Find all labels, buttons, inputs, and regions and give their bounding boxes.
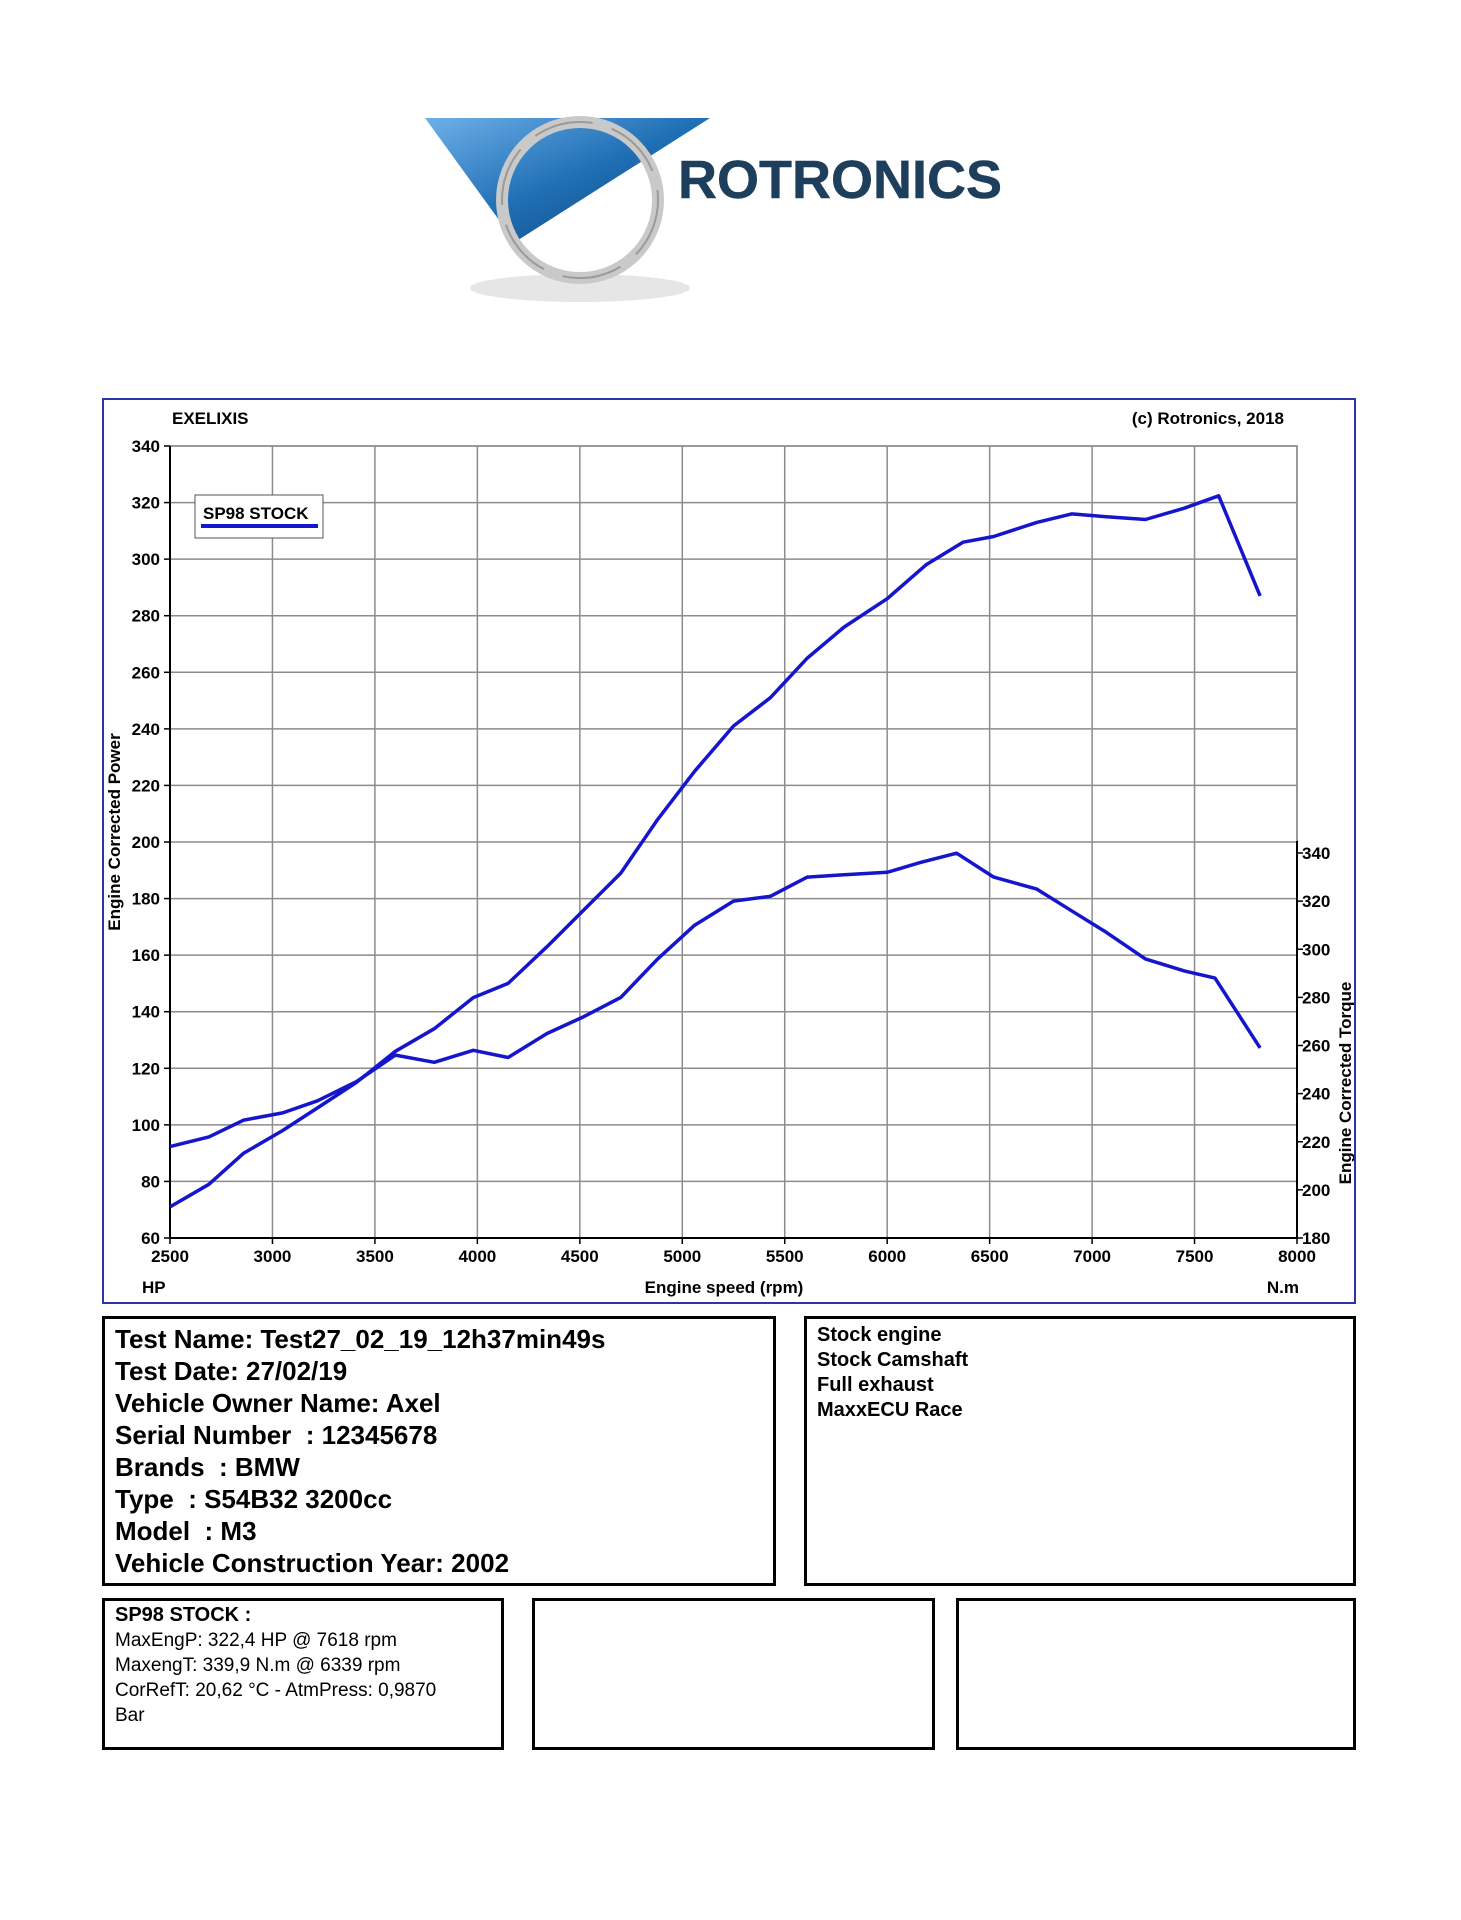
x-unit-left: HP — [142, 1278, 166, 1297]
y-tick-label-left: 220 — [132, 776, 160, 795]
y-tick-label-left: 300 — [132, 550, 160, 569]
summary-max-power: MaxEngP: 322,4 HP @ 7618 rpm — [115, 1630, 397, 1651]
y-tick-label-left: 200 — [132, 833, 160, 852]
chart-header-right: (c) Rotronics, 2018 — [1132, 409, 1284, 428]
x-tick-label: 7500 — [1176, 1247, 1214, 1266]
legend-label: SP98 STOCK — [203, 504, 309, 523]
logo-text: ROTRONICS — [678, 150, 1002, 210]
y-tick-label-left: 140 — [132, 1003, 160, 1022]
note-line: Full exhaust — [817, 1374, 934, 1396]
test-name: Test Name: Test27_02_19_12h37min49s — [115, 1324, 606, 1354]
x-tick-label: 3000 — [254, 1247, 292, 1266]
y-tick-label-right: 200 — [1302, 1181, 1330, 1200]
y-tick-label-left: 100 — [132, 1116, 160, 1135]
brand: Brands : BMW — [115, 1452, 300, 1482]
y-tick-label-right: 300 — [1302, 940, 1330, 959]
test-date: Test Date: 27/02/19 — [115, 1356, 348, 1386]
legend: SP98 STOCK — [194, 494, 324, 539]
axes: 2500 3000 3500 4000 4500 5000 5500 6000 6500 7000… — [132, 437, 1331, 1266]
grid — [169, 445, 1298, 1239]
chart-frame: 2500 3000 3500 4000 4500 5000 5500 6000 6500 7000… — [102, 398, 1356, 1304]
y-tick-label-left: 60 — [141, 1229, 160, 1248]
y-tick-label-right: 340 — [1302, 844, 1330, 863]
y-tick-label-right: 180 — [1302, 1229, 1330, 1248]
empty-box — [956, 1598, 1356, 1750]
y-tick-label-left: 180 — [132, 890, 160, 909]
torque-curve — [169, 851, 1262, 1149]
summary-max-torque: MaxengT: 339,9 N.m @ 6339 rpm — [115, 1655, 401, 1676]
rotronics-logo: ROTRONICS — [425, 116, 1002, 302]
x-tick-label: 5000 — [663, 1247, 701, 1266]
x-tick-label: 3500 — [356, 1247, 394, 1266]
x-unit-right: N.m — [1267, 1278, 1299, 1297]
dyno-chart: 2500 3000 3500 4000 4500 5000 5500 6000 6500 7000… — [105, 409, 1354, 1297]
x-tick-label: 7000 — [1073, 1247, 1111, 1266]
x-axis-label: Engine speed (rpm) — [645, 1278, 804, 1297]
model: Model : M3 — [115, 1516, 257, 1546]
x-tick-label: 6500 — [971, 1247, 1009, 1266]
y-tick-label-right: 220 — [1302, 1133, 1330, 1152]
note-line: Stock engine — [817, 1324, 942, 1346]
y-tick-label-left: 260 — [132, 663, 160, 682]
engine-type: Type : S54B32 3200cc — [115, 1484, 393, 1514]
y-tick-label-left: 240 — [132, 720, 160, 739]
series — [169, 494, 1262, 1209]
x-tick-label: 6000 — [868, 1247, 906, 1266]
logo-blue-swoosh — [425, 118, 710, 242]
note-line: Stock Camshaft — [817, 1349, 969, 1371]
chart-header-left: EXELIXIS — [172, 409, 249, 428]
summary-conditions: CorRefT: 20,62 °C - AtmPress: 0,9870 — [115, 1680, 437, 1701]
x-tick-label: 2500 — [151, 1247, 189, 1266]
notes-box: Stock engine Stock Camshaft Full exhaust… — [804, 1316, 1356, 1586]
x-tick-label: 5500 — [766, 1247, 804, 1266]
y-tick-label-right: 280 — [1302, 988, 1330, 1007]
x-tick-label: 4500 — [561, 1247, 599, 1266]
test-info-box: Test Name: Test27_02_19_12h37min49s Test… — [102, 1316, 776, 1586]
y-tick-label-left: 120 — [132, 1059, 160, 1078]
y-tick-label-right: 240 — [1302, 1085, 1330, 1104]
y-tick-label-left: 280 — [132, 607, 160, 626]
y-axis-label-left: Engine Corrected Power — [105, 733, 124, 931]
x-tick-label: 8000 — [1278, 1247, 1316, 1266]
empty-box — [532, 1598, 935, 1750]
y-tick-label-left: 80 — [141, 1172, 160, 1191]
construction-year: Vehicle Construction Year: 2002 — [115, 1548, 510, 1578]
y-axis-label-right: Engine Corrected Torque — [1336, 982, 1354, 1185]
note-line: MaxxECU Race — [817, 1399, 963, 1421]
legend-box — [194, 494, 324, 539]
y-tick-label-right: 260 — [1302, 1037, 1330, 1056]
serial-number: Serial Number : 12345678 — [115, 1420, 438, 1450]
vehicle-owner: Vehicle Owner Name: Axel — [115, 1388, 441, 1418]
x-tick-label: 4000 — [458, 1247, 496, 1266]
y-tick-label-right: 320 — [1302, 892, 1330, 911]
logo-ring-shadow — [470, 274, 690, 302]
summary-box: SP98 STOCK : MaxEngP: 322,4 HP @ 7618 rp… — [102, 1598, 504, 1750]
summary-conditions-unit: Bar — [115, 1705, 145, 1726]
summary-title: SP98 STOCK : — [115, 1604, 252, 1626]
y-tick-label-left: 320 — [132, 494, 160, 513]
y-tick-label-left: 340 — [132, 437, 160, 456]
y-tick-label-left: 160 — [132, 946, 160, 965]
